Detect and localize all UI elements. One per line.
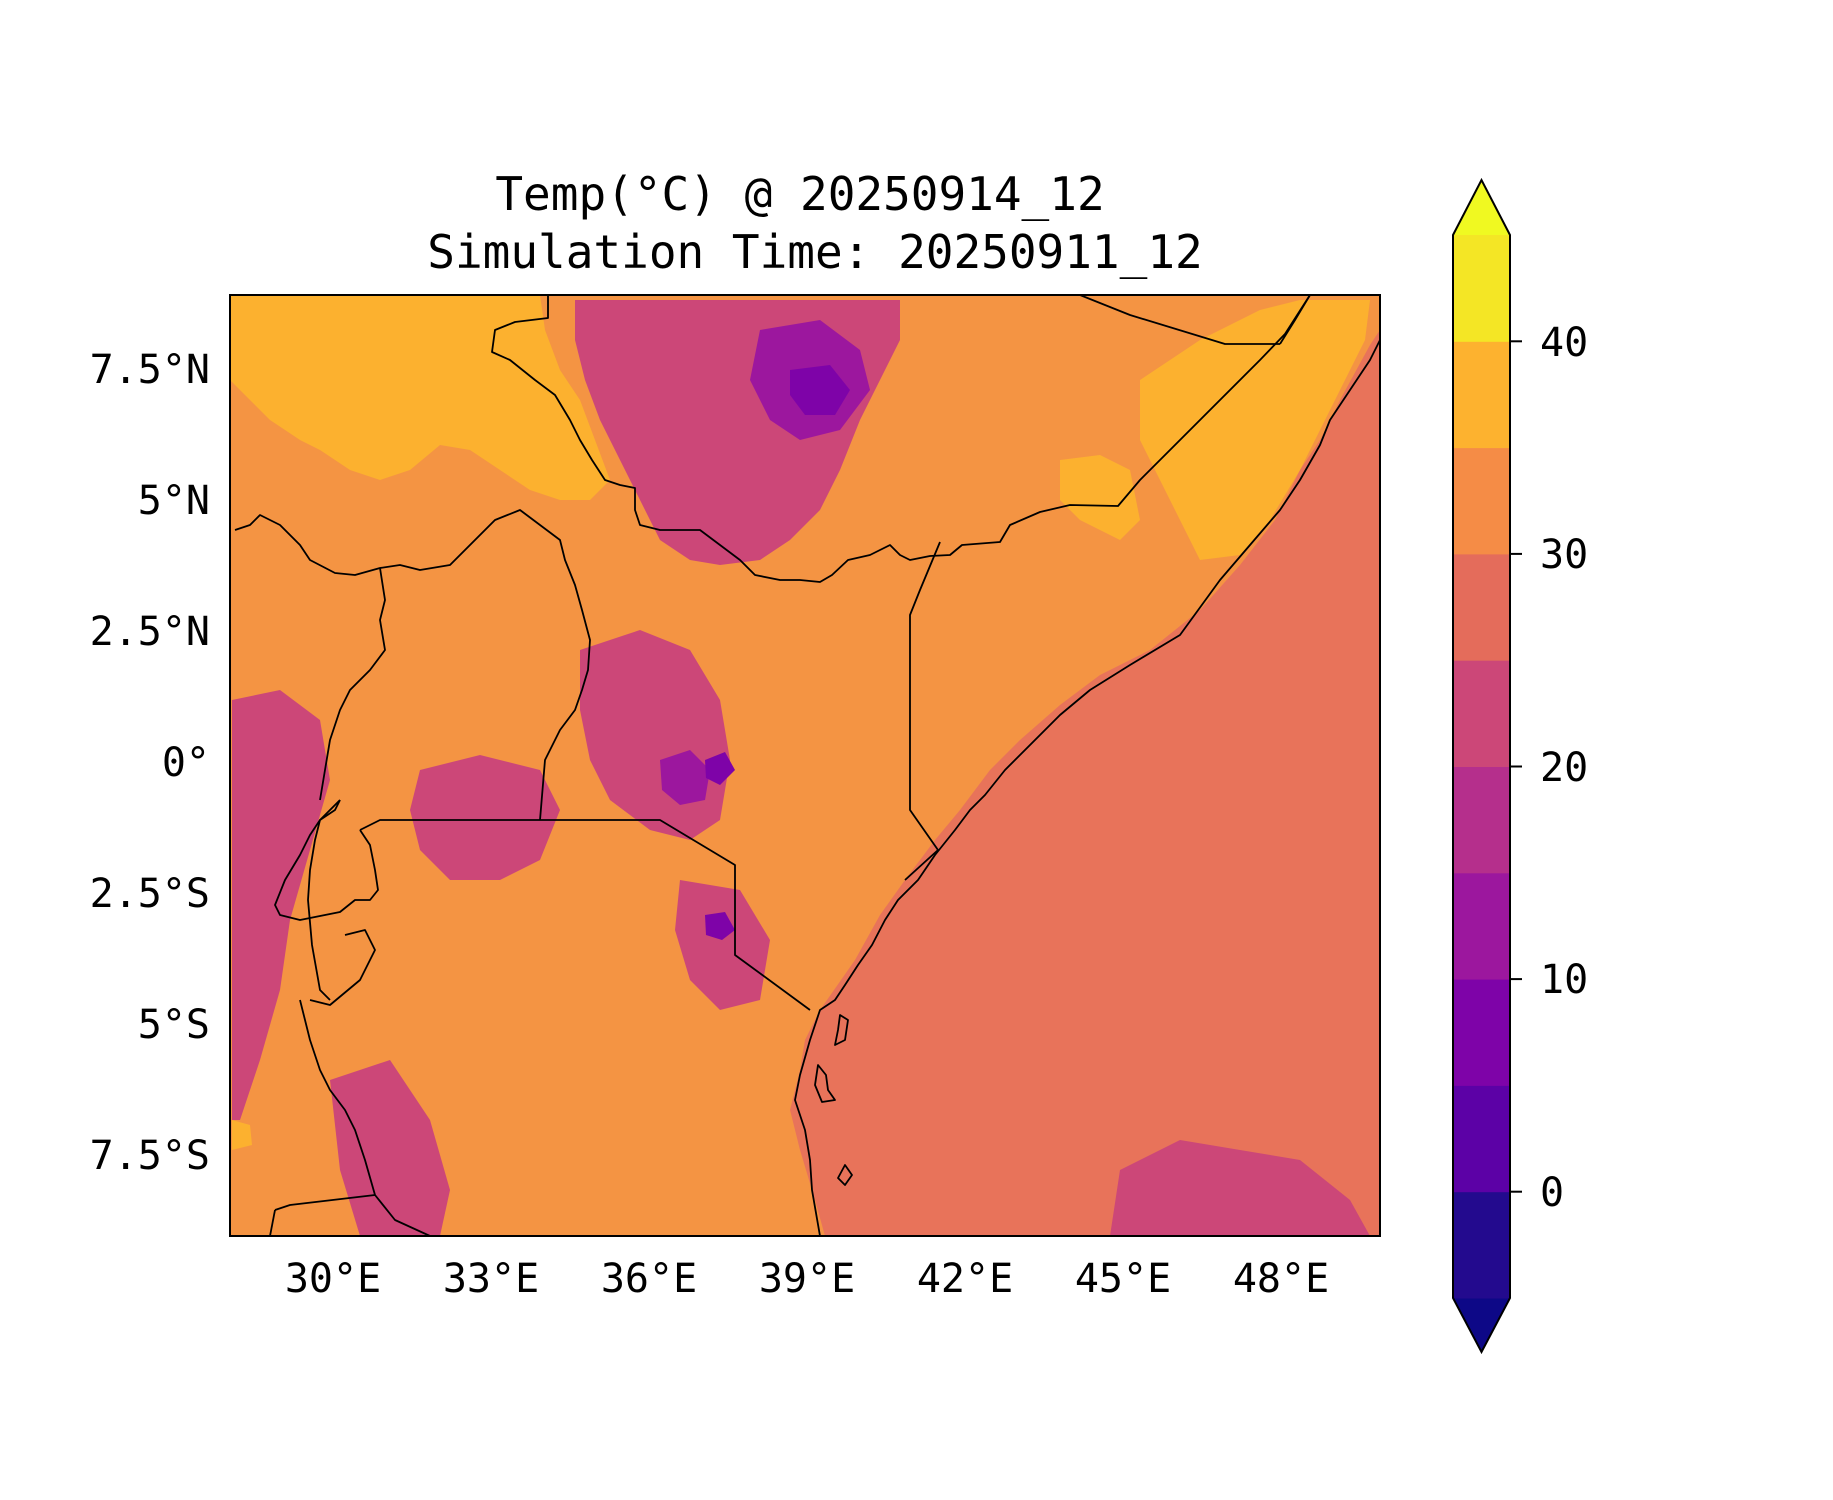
lon-tick-labels: 30°E 33°E 36°E 39°E 42°E 45°E 48°E <box>285 1256 1329 1302</box>
cool-zone-west <box>232 690 330 1120</box>
plot-title-line1: Temp(°C) @ 20250914_12 <box>495 167 1104 221</box>
lon-tick-label: 39°E <box>759 1256 855 1302</box>
mafia-island <box>837 1164 853 1186</box>
lon-tick-label: 33°E <box>443 1256 539 1302</box>
colorbar-band <box>1453 447 1510 555</box>
cold-zone-kenya <box>660 750 710 805</box>
zanzibar-island <box>814 1064 836 1103</box>
temperature-map <box>230 295 1380 1236</box>
cool-zone-kili <box>675 880 770 1010</box>
pemba-island <box>834 1014 849 1046</box>
cool-zone-ocean <box>1110 1140 1370 1236</box>
colorbar-tick-label: 0 <box>1540 1170 1564 1216</box>
lat-tick-label: 0° <box>162 740 210 786</box>
hot-zone-horn <box>1140 300 1370 560</box>
colorbar-band <box>1453 766 1510 874</box>
plot-title-line2: Simulation Time: 20250911_12 <box>427 225 1202 279</box>
colorbar-band <box>1453 553 1510 661</box>
country-borders <box>234 295 1380 1236</box>
colorbar-tick-label: 10 <box>1540 957 1588 1003</box>
cold-zone-kili <box>705 912 735 940</box>
colorbar-tick-label: 30 <box>1540 532 1588 578</box>
lon-tick-label: 45°E <box>1075 1256 1171 1302</box>
colorbar-outline <box>1452 177 1511 1355</box>
colorbar-band <box>1453 1191 1510 1299</box>
lon-tick-label: 42°E <box>917 1256 1013 1302</box>
land-field <box>230 295 1380 1236</box>
colorbar-tick-label: 20 <box>1540 745 1588 791</box>
hot-zone-coast <box>1060 455 1140 540</box>
map-frame <box>229 294 1381 1237</box>
colorbar-band <box>1453 660 1510 767</box>
colorbar-extend-high <box>1453 180 1510 235</box>
cool-zone-lake <box>410 755 560 880</box>
colorbar-band <box>1453 341 1510 449</box>
lon-tick-label: 36°E <box>601 1256 697 1302</box>
cold-zone-kenya2 <box>705 752 735 785</box>
hot-zone-west2 <box>232 1120 252 1150</box>
lon-tick-label: 48°E <box>1233 1256 1329 1302</box>
lat-tick-labels: 7.5°N 5°N 2.5°N 0° 2.5°S 5°S 7.5°S <box>90 347 210 1179</box>
colorbar-band <box>1453 979 1510 1086</box>
lat-tick-label: 2.5°N <box>90 609 210 655</box>
lat-tick-label: 7.5°N <box>90 347 210 393</box>
colorbar-band <box>1453 872 1510 980</box>
colorbar-band <box>1453 235 1510 342</box>
lon-tick-label: 30°E <box>285 1256 381 1302</box>
colorbar-extend-low <box>1453 1298 1510 1352</box>
lat-tick-label: 5°S <box>138 1002 210 1048</box>
hot-zone-north <box>230 295 610 500</box>
colorbar-tick-labels: 40 30 20 10 0 <box>1540 320 1588 1216</box>
lat-tick-label: 2.5°S <box>90 871 210 917</box>
cool-zone-south <box>330 1060 450 1236</box>
cold-zone-ethiopia2 <box>790 365 850 415</box>
lat-tick-label: 5°N <box>138 478 210 524</box>
colorbar-band <box>1453 1085 1510 1193</box>
lat-tick-label: 7.5°S <box>90 1133 210 1179</box>
colorbar <box>1452 177 1522 1355</box>
colorbar-tick-label: 40 <box>1540 320 1588 366</box>
